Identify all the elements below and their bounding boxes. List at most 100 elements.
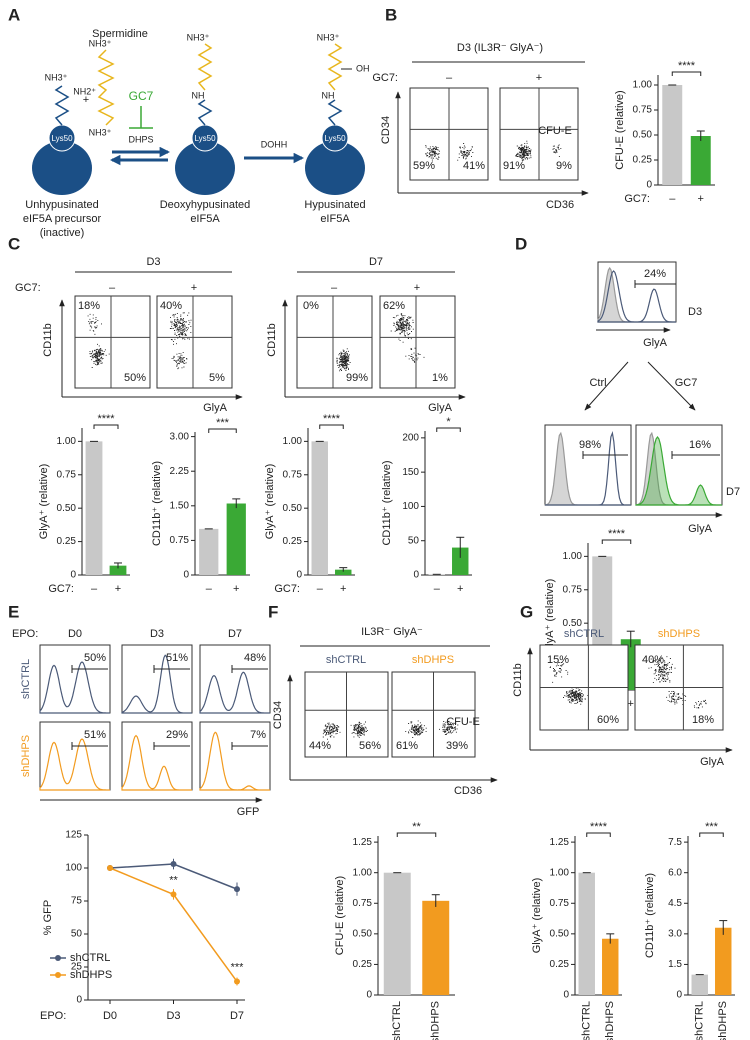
histogram-plot bbox=[199, 721, 271, 791]
group-label: shDHPS bbox=[658, 628, 700, 640]
cytometry-events bbox=[390, 313, 425, 363]
marker bbox=[170, 891, 177, 898]
x-tick-label: D7 bbox=[230, 1010, 244, 1022]
gate-title: D3 (IL3R⁻ GlyA⁻) bbox=[457, 42, 543, 54]
cytometry-events bbox=[425, 143, 474, 161]
x-tick-label: shCTRL bbox=[581, 1001, 593, 1040]
y-axis-label: CD11b bbox=[266, 323, 278, 356]
significance-bracket bbox=[671, 71, 702, 76]
gate-percent: 51% bbox=[84, 729, 106, 741]
marker bbox=[234, 886, 240, 893]
y-axis-label: GlyA⁺ (relative) bbox=[531, 878, 543, 954]
gate-title: IL3R⁻ GlyA⁻ bbox=[361, 626, 423, 638]
y-tick-label: 0.25 bbox=[283, 536, 303, 547]
annotation: *** bbox=[231, 961, 245, 973]
bar bbox=[85, 441, 103, 575]
y-tick-label: 0.25 bbox=[550, 959, 570, 970]
significance-bracket bbox=[586, 832, 611, 837]
state-label: Hypusinated bbox=[304, 199, 365, 211]
x-tick-label: + bbox=[115, 583, 121, 595]
significance: ** bbox=[412, 821, 421, 833]
x-prefix: GC7: bbox=[48, 583, 74, 595]
x-prefix: EPO: bbox=[40, 1010, 66, 1022]
group-label: NH3⁺ bbox=[317, 32, 340, 42]
x-tick-label: + bbox=[457, 583, 463, 595]
hypusine-chain bbox=[197, 43, 213, 91]
y-tick-label: 1.00 bbox=[633, 80, 653, 91]
significance-bracket bbox=[93, 424, 119, 429]
cytometry-events bbox=[648, 656, 707, 709]
state-label: (inactive) bbox=[40, 227, 85, 239]
x-tick-label: shDHPS bbox=[430, 1001, 442, 1040]
x-tick-label: D3 bbox=[166, 1010, 180, 1022]
group-label: NH3⁺ bbox=[89, 127, 112, 137]
y-axis-label: GlyA⁺ (relative) bbox=[264, 464, 276, 540]
quadrant-percent: 62% bbox=[383, 300, 405, 312]
residue-label: Lys50 bbox=[324, 134, 346, 143]
y-tick-label: 1.00 bbox=[563, 551, 583, 562]
quadrant-percent: 1% bbox=[432, 372, 448, 384]
row-label: shCTRL bbox=[20, 659, 32, 699]
significance: **** bbox=[323, 413, 341, 425]
histogram-curve bbox=[39, 661, 110, 714]
protein bbox=[305, 141, 365, 195]
day-label: D7 bbox=[369, 256, 383, 268]
x-axis-label: CD36 bbox=[546, 199, 574, 211]
marker bbox=[170, 861, 177, 868]
bar bbox=[226, 503, 246, 575]
bar bbox=[578, 872, 595, 995]
panel-label: E bbox=[8, 602, 19, 621]
quadrant-percent: 56% bbox=[359, 740, 381, 752]
lysine-chain bbox=[54, 85, 70, 126]
group-label: NH bbox=[322, 90, 335, 100]
bar bbox=[311, 441, 328, 575]
y-axis-label: CD34 bbox=[380, 116, 392, 144]
y-tick-label: 1.25 bbox=[550, 837, 570, 848]
quadrant-percent: 40% bbox=[642, 654, 664, 666]
gate-label: CFU-E bbox=[446, 716, 480, 728]
y-tick-label: 0.50 bbox=[563, 618, 583, 629]
treatment-label: GC7: bbox=[15, 282, 41, 294]
cytometry-events bbox=[515, 140, 562, 162]
bar bbox=[422, 900, 450, 995]
hypusine-chain bbox=[327, 43, 343, 91]
legend-marker bbox=[55, 955, 61, 961]
y-tick-label: 0 bbox=[646, 180, 652, 191]
cytometry-events bbox=[549, 661, 589, 705]
group-label: shDHPS bbox=[412, 654, 454, 666]
bar bbox=[662, 85, 683, 185]
significance: **** bbox=[97, 413, 115, 425]
y-axis-label: GlyA⁺ (relative) bbox=[544, 579, 556, 655]
y-tick-label: 1.50 bbox=[170, 500, 190, 511]
x-prefix: GC7: bbox=[274, 583, 300, 595]
quadrant-percent: 99% bbox=[346, 372, 368, 384]
cytometry-events bbox=[336, 348, 351, 372]
treatment: – bbox=[331, 282, 338, 294]
cytometry-events bbox=[405, 720, 459, 738]
x-tick-label: – bbox=[206, 583, 213, 595]
group-label: shCTRL bbox=[326, 654, 366, 666]
flow-plot bbox=[156, 295, 233, 389]
quadrant-percent: 0% bbox=[303, 300, 319, 312]
flow-plot bbox=[74, 295, 151, 389]
y-axis-label: CD11b⁺ (relative) bbox=[151, 461, 163, 546]
state-label: Unhypusinated bbox=[25, 199, 98, 211]
significance: * bbox=[446, 416, 451, 428]
significance: **** bbox=[678, 60, 696, 72]
x-tick-label: – bbox=[317, 583, 324, 595]
y-tick-label: 1.00 bbox=[353, 867, 373, 878]
y-axis-label: CFU-E (relative) bbox=[334, 876, 346, 955]
y-tick-label: 1.00 bbox=[57, 436, 77, 447]
lysine-chain bbox=[327, 99, 343, 126]
state-label: eIF5A precursor bbox=[23, 213, 102, 225]
legend-label: shCTRL bbox=[70, 952, 110, 964]
y-tick-label: 0.75 bbox=[563, 584, 583, 595]
bar bbox=[602, 938, 619, 995]
histogram-curve bbox=[199, 731, 270, 791]
significance: **** bbox=[608, 528, 626, 540]
x-tick-label: + bbox=[233, 583, 239, 595]
significance: **** bbox=[590, 821, 608, 833]
enzyme-label: DOHH bbox=[261, 139, 288, 149]
y-axis-label: % GFP bbox=[42, 900, 54, 935]
residue-label: Lys50 bbox=[194, 134, 216, 143]
